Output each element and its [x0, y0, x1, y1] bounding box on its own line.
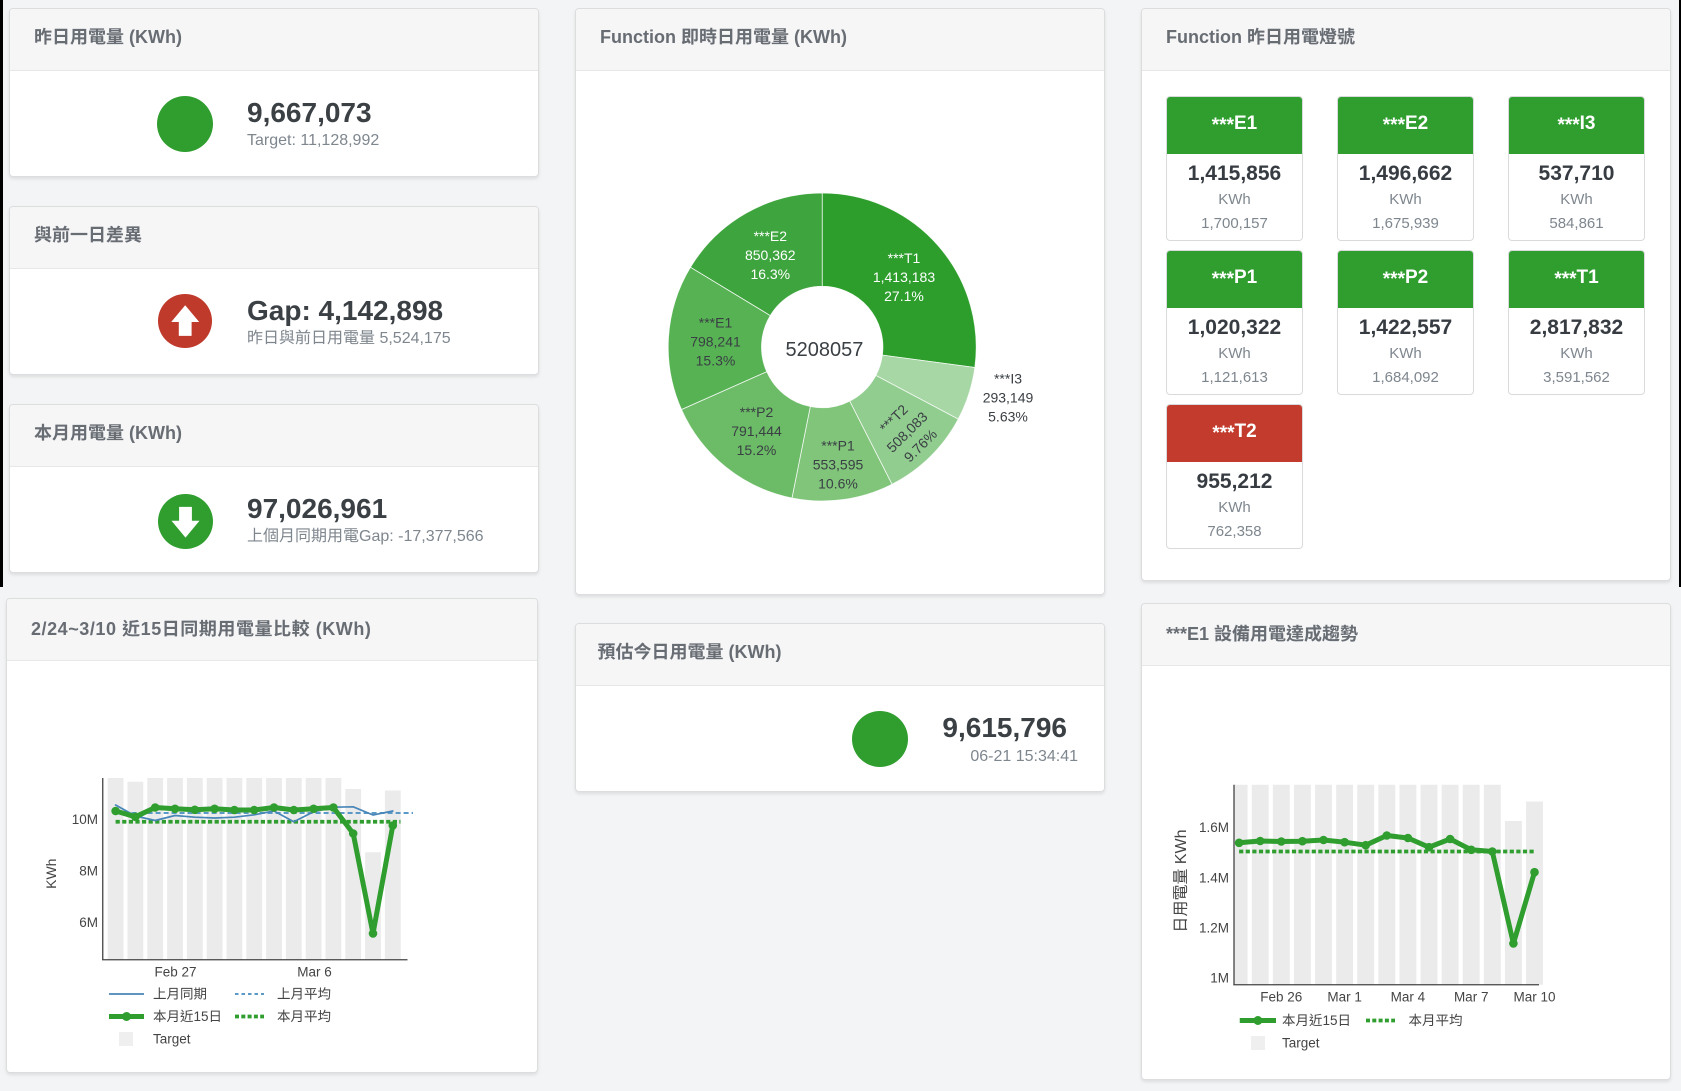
svg-text:1M: 1M: [1210, 970, 1229, 985]
svg-text:Target: Target: [1282, 1036, 1320, 1051]
svg-text:1.4M: 1.4M: [1199, 870, 1229, 885]
svg-text:1.2M: 1.2M: [1199, 920, 1229, 935]
svg-text:8M: 8M: [79, 864, 98, 879]
svg-text:1,413,183: 1,413,183: [873, 269, 935, 285]
svg-text:本月近15日: 本月近15日: [1282, 1013, 1351, 1028]
svg-text:Feb 26: Feb 26: [1260, 990, 1302, 1005]
svg-text:293,149: 293,149: [983, 390, 1034, 406]
svg-text:850,362: 850,362: [745, 247, 796, 263]
svg-text:Target: Target: [153, 1032, 191, 1047]
svg-text:10M: 10M: [72, 812, 98, 827]
svg-text:***I3: ***I3: [994, 371, 1022, 387]
svg-text:27.1%: 27.1%: [884, 288, 924, 304]
svg-text:791,444: 791,444: [731, 423, 782, 439]
svg-text:本月平均: 本月平均: [277, 1009, 331, 1024]
svg-text:5.63%: 5.63%: [988, 409, 1028, 425]
svg-text:上月平均: 上月平均: [277, 987, 331, 1002]
svg-text:Mar 4: Mar 4: [1391, 990, 1426, 1005]
svg-text:Mar 7: Mar 7: [1454, 990, 1489, 1005]
svg-text:16.3%: 16.3%: [750, 266, 790, 282]
svg-text:Mar 1: Mar 1: [1327, 990, 1362, 1005]
svg-text:15.2%: 15.2%: [737, 442, 777, 458]
svg-text:***P2: ***P2: [740, 404, 774, 420]
svg-text:1.6M: 1.6M: [1199, 820, 1229, 835]
svg-text:6M: 6M: [79, 915, 98, 930]
svg-text:553,595: 553,595: [813, 457, 864, 473]
svg-text:***E2: ***E2: [754, 228, 788, 244]
svg-text:798,241: 798,241: [690, 333, 741, 349]
svg-text:***E1: ***E1: [699, 314, 733, 330]
svg-text:日用電量 KWh: 日用電量 KWh: [1173, 829, 1190, 932]
svg-text:5208057: 5208057: [785, 339, 863, 361]
svg-text:上月同期: 上月同期: [153, 987, 207, 1002]
svg-text:Mar 6: Mar 6: [297, 965, 332, 980]
svg-text:10.6%: 10.6%: [818, 476, 858, 492]
svg-text:15.3%: 15.3%: [696, 352, 736, 368]
svg-text:***T1: ***T1: [888, 250, 921, 266]
svg-text:本月近15日: 本月近15日: [153, 1009, 222, 1024]
svg-text:KWh: KWh: [43, 859, 59, 889]
svg-text:Mar 10: Mar 10: [1513, 990, 1555, 1005]
svg-text:***P1: ***P1: [821, 438, 855, 454]
svg-text:本月平均: 本月平均: [1409, 1013, 1463, 1028]
svg-text:Feb 27: Feb 27: [154, 965, 196, 980]
